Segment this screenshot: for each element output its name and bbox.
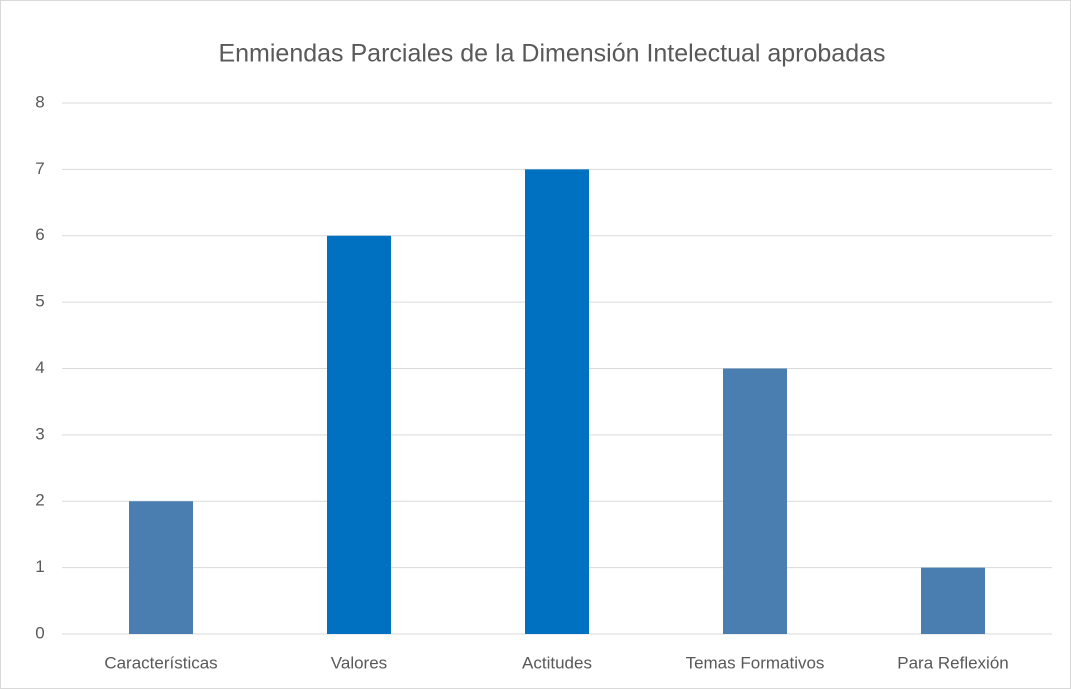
chart-title: Enmiendas Parciales de la Dimensión Inte… — [218, 40, 885, 68]
y-tick-label: 2 — [35, 491, 44, 510]
x-tick-label: Valores — [331, 653, 387, 672]
y-tick-label: 4 — [35, 358, 44, 377]
y-tick-label: 1 — [35, 557, 44, 576]
x-tick-label: Temas Formativos — [686, 653, 825, 672]
bar — [723, 368, 787, 634]
x-tick-label: Actitudes — [522, 653, 592, 672]
x-tick-label: Para Reflexión — [897, 653, 1009, 672]
bar — [525, 169, 589, 634]
bar — [129, 501, 193, 634]
y-tick-label: 3 — [35, 424, 44, 443]
y-tick-label: 7 — [35, 159, 44, 178]
x-tick-label: Características — [104, 653, 217, 672]
y-tick-label: 6 — [35, 225, 44, 244]
y-tick-label: 0 — [35, 623, 44, 642]
bar — [327, 235, 391, 634]
y-tick-label: 5 — [35, 292, 44, 311]
y-tick-label: 8 — [35, 92, 44, 111]
bar — [921, 567, 985, 634]
